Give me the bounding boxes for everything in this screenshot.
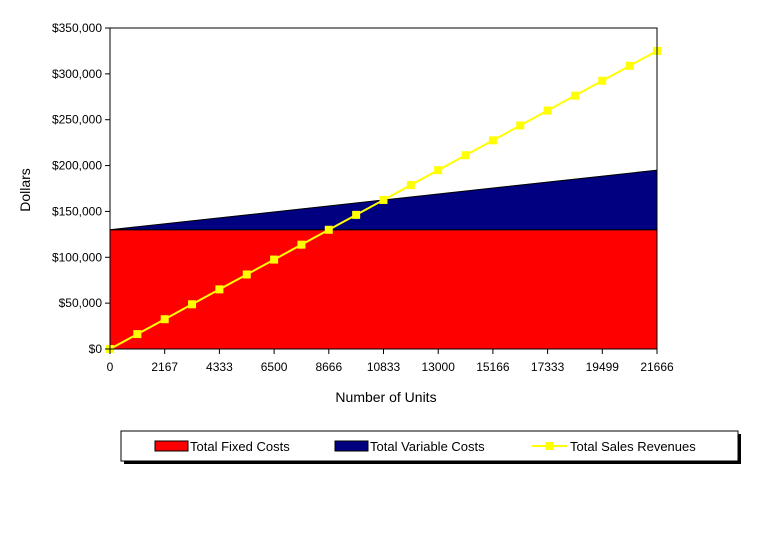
x-tick-label: 8666 [315,360,342,374]
y-tick-label: $200,000 [52,159,102,173]
sales-revenue-point [160,315,169,324]
y-tick-label: $300,000 [52,67,102,81]
sales-revenue-point [133,330,142,339]
sales-revenue-point [543,106,552,115]
x-tick-label: 0 [107,360,114,374]
sales-revenue-point [297,240,306,249]
sales-revenue-point [461,151,470,160]
y-tick-label: $250,000 [52,113,102,127]
sales-revenue-point [188,300,197,309]
sales-revenue-point [242,270,251,279]
sales-revenue-point [570,91,579,100]
y-tick-label: $0 [89,342,103,356]
sales-revenue-point [406,181,415,190]
sales-revenue-point [434,166,443,175]
y-tick-label: $50,000 [59,296,103,310]
sales-revenue-point [270,255,279,264]
y-tick-label: $100,000 [52,250,102,264]
sales-revenue-point [379,195,388,204]
fixed-cost-area [109,229,658,350]
x-tick-label: 4333 [206,360,233,374]
sales-revenue-point [215,285,224,294]
x-tick-label: 6500 [261,360,288,374]
legend-box [120,430,739,462]
y-axis-title: Dollars [17,168,33,212]
sales-revenue-point [598,76,607,85]
sales-revenue-point [516,121,525,130]
legend: Total Fixed Costs Total Variable Costs Tot… [120,430,741,464]
sales-revenue-point [324,225,333,234]
sales-revenue-point [625,61,634,70]
legend-swatch-fixed-costs [154,440,189,452]
legend-marker-sales-revenues [545,442,554,450]
x-tick-label: 19499 [586,360,620,374]
x-axis-title: Number of Units [335,389,436,405]
legend-swatch-variable-costs [334,440,369,452]
x-tick-label: 21666 [640,360,674,374]
legend-label-variable-costs: Total Variable Costs [370,439,485,454]
axes: $0 $50,000 $100,000 $150,000 $200,000 $250,00… [52,21,674,374]
sales-revenue-point [488,136,497,145]
legend-label-fixed-costs: Total Fixed Costs [190,439,290,454]
x-tick-label: 2167 [151,360,178,374]
x-tick-label: 10833 [367,360,401,374]
x-tick-label: 15166 [476,360,510,374]
y-tick-label: $150,000 [52,204,102,218]
sales-revenue-point [352,210,361,219]
x-tick-label: 13000 [422,360,456,374]
legend-label-sales-revenues: Total Sales Revenues [570,439,696,454]
x-tick-label: 17333 [531,360,565,374]
y-tick-label: $350,000 [52,21,102,35]
plot-area [106,46,661,353]
